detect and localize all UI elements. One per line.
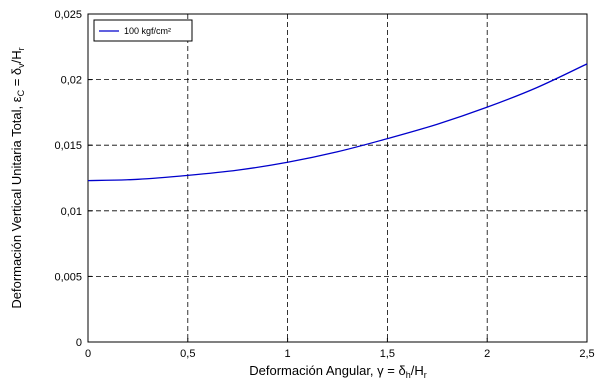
x-tick-label: 2 (484, 348, 490, 360)
legend-label: 100 kgf/cm² (124, 26, 171, 36)
legend: 100 kgf/cm² (93, 19, 193, 42)
y-tick-label: 0,01 (61, 206, 82, 218)
series-layer (87, 63, 588, 182)
x-tick-label: 1,5 (380, 348, 395, 360)
x-tick-label: 0 (85, 348, 91, 360)
y-tick-label: 0,025 (54, 9, 82, 21)
tick-marks (87, 13, 588, 343)
grid (88, 14, 587, 342)
y-tick-label: 0,02 (61, 75, 82, 87)
x-axis-title: Deformación Angular, γ = δh/Hr (249, 363, 426, 380)
y-tick-label: 0,005 (54, 271, 82, 283)
series-line (87, 63, 588, 182)
y-tick-label: 0,015 (54, 140, 82, 152)
y-axis-title: Deformación Vertical Unitaria Total, εC … (9, 47, 26, 308)
x-tick-label: 0,5 (180, 348, 195, 360)
legend-box (93, 19, 193, 42)
x-tick-labels: 0 0,5 1 1,5 2 2,5 (85, 348, 595, 360)
x-tick-label: 2,5 (579, 348, 594, 360)
x-tick-label: 1 (285, 348, 291, 360)
y-tick-label: 0 (76, 337, 82, 349)
y-tick-labels: 0 0,005 0,01 0,015 0,02 0,025 (54, 9, 82, 349)
plot-area (87, 13, 588, 343)
